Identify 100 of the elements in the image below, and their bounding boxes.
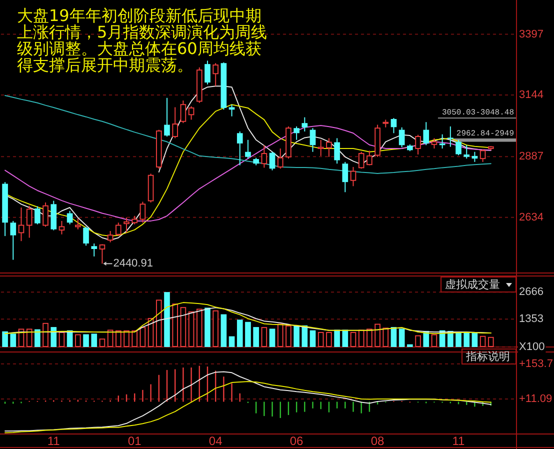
y-tick-label: 2634	[519, 211, 544, 224]
candlestick	[464, 144, 470, 160]
bar	[42, 322, 48, 347]
candlestick	[431, 138, 438, 149]
candlestick	[116, 222, 122, 237]
bar	[431, 334, 438, 347]
annotation: 2440.91	[113, 258, 153, 270]
bar	[456, 332, 462, 347]
y-tick-label: 1353	[519, 313, 544, 326]
line-series	[4, 302, 492, 334]
bar	[124, 330, 130, 347]
bar	[245, 322, 251, 347]
y-tick-label: +153.7	[519, 358, 553, 370]
candlestick	[140, 201, 146, 224]
bar	[302, 325, 308, 347]
y-tick-label: 3144	[519, 89, 544, 101]
candlestick	[228, 104, 235, 117]
candlestick	[277, 148, 284, 170]
bar	[488, 336, 494, 347]
bar	[212, 310, 218, 347]
y-tick-label: 2887	[519, 150, 544, 163]
bar	[140, 327, 146, 347]
bar	[358, 330, 364, 347]
candlestick	[334, 138, 340, 164]
bar	[398, 328, 405, 347]
y-tick-label: X100	[519, 341, 545, 353]
candlestick	[350, 166, 356, 187]
y-tick-label: +11.09	[519, 393, 552, 406]
candlestick	[245, 139, 251, 160]
candlestick	[366, 150, 372, 166]
bar	[464, 332, 470, 347]
bar	[99, 338, 106, 347]
bar	[228, 336, 235, 347]
candlestick	[91, 242, 98, 257]
bar	[196, 308, 202, 347]
line-series	[4, 371, 492, 432]
bar	[318, 332, 324, 347]
candlestick	[34, 206, 40, 225]
y-tick-label: 3397	[519, 28, 544, 40]
x-tick-label: 08	[370, 434, 385, 448]
candlestick	[58, 220, 65, 235]
bar	[350, 332, 356, 347]
bar	[366, 328, 372, 347]
bar	[326, 332, 332, 347]
bar	[34, 329, 40, 347]
bar	[220, 314, 227, 347]
candlestick	[99, 244, 106, 264]
candlestick	[75, 218, 81, 230]
candlestick	[18, 207, 24, 242]
bar	[172, 304, 178, 347]
bar	[50, 327, 57, 347]
candlestick	[164, 97, 170, 137]
bar	[286, 325, 292, 347]
bar	[480, 336, 486, 347]
bar	[75, 334, 81, 347]
bar	[390, 327, 397, 347]
candlestick	[212, 62, 218, 87]
candlestick	[398, 126, 405, 148]
candlestick	[180, 100, 186, 124]
x-tick-label: 11	[47, 434, 60, 448]
x-tick-label: 04	[208, 434, 223, 448]
bar	[277, 324, 284, 347]
band-label: 3050.03-3048.48	[442, 108, 514, 118]
candlestick	[42, 202, 48, 228]
annotation: 虚拟成交量	[445, 278, 500, 291]
candlestick	[10, 220, 16, 260]
bar	[334, 330, 340, 347]
candlestick	[447, 126, 454, 148]
candlestick	[480, 148, 486, 162]
bar	[2, 331, 8, 347]
line-series	[4, 381, 492, 434]
bar	[382, 328, 389, 347]
bar	[261, 327, 268, 347]
candlestick	[390, 118, 397, 134]
text: 大盘19年年初创阶段新低后现中期上涨行情，5月指数深调演化为周线级别调整。大盘总体在60周均线获得支撑后展开中期震荡。	[17, 6, 268, 74]
candlestick	[66, 210, 73, 225]
candlestick	[294, 126, 300, 140]
bar	[116, 330, 122, 347]
candlestick	[326, 138, 332, 158]
bar	[91, 334, 98, 347]
bar	[407, 344, 413, 347]
candlestick	[342, 161, 348, 193]
candlestick	[172, 106, 178, 139]
bar	[253, 327, 259, 347]
candlestick	[83, 226, 89, 246]
candlestick	[423, 122, 430, 146]
x-tick-label: 06	[290, 434, 304, 448]
bar	[83, 334, 89, 347]
annotation: 指标说明	[465, 350, 510, 363]
bar	[342, 330, 348, 347]
bar	[310, 330, 316, 347]
bar	[472, 333, 478, 347]
candlestick	[261, 144, 268, 168]
bar	[164, 292, 170, 347]
candlestick	[318, 139, 324, 156]
candlestick	[204, 60, 210, 85]
bar	[10, 334, 16, 347]
bar	[294, 325, 300, 347]
candlestick	[236, 130, 243, 166]
candlestick	[188, 106, 194, 120]
